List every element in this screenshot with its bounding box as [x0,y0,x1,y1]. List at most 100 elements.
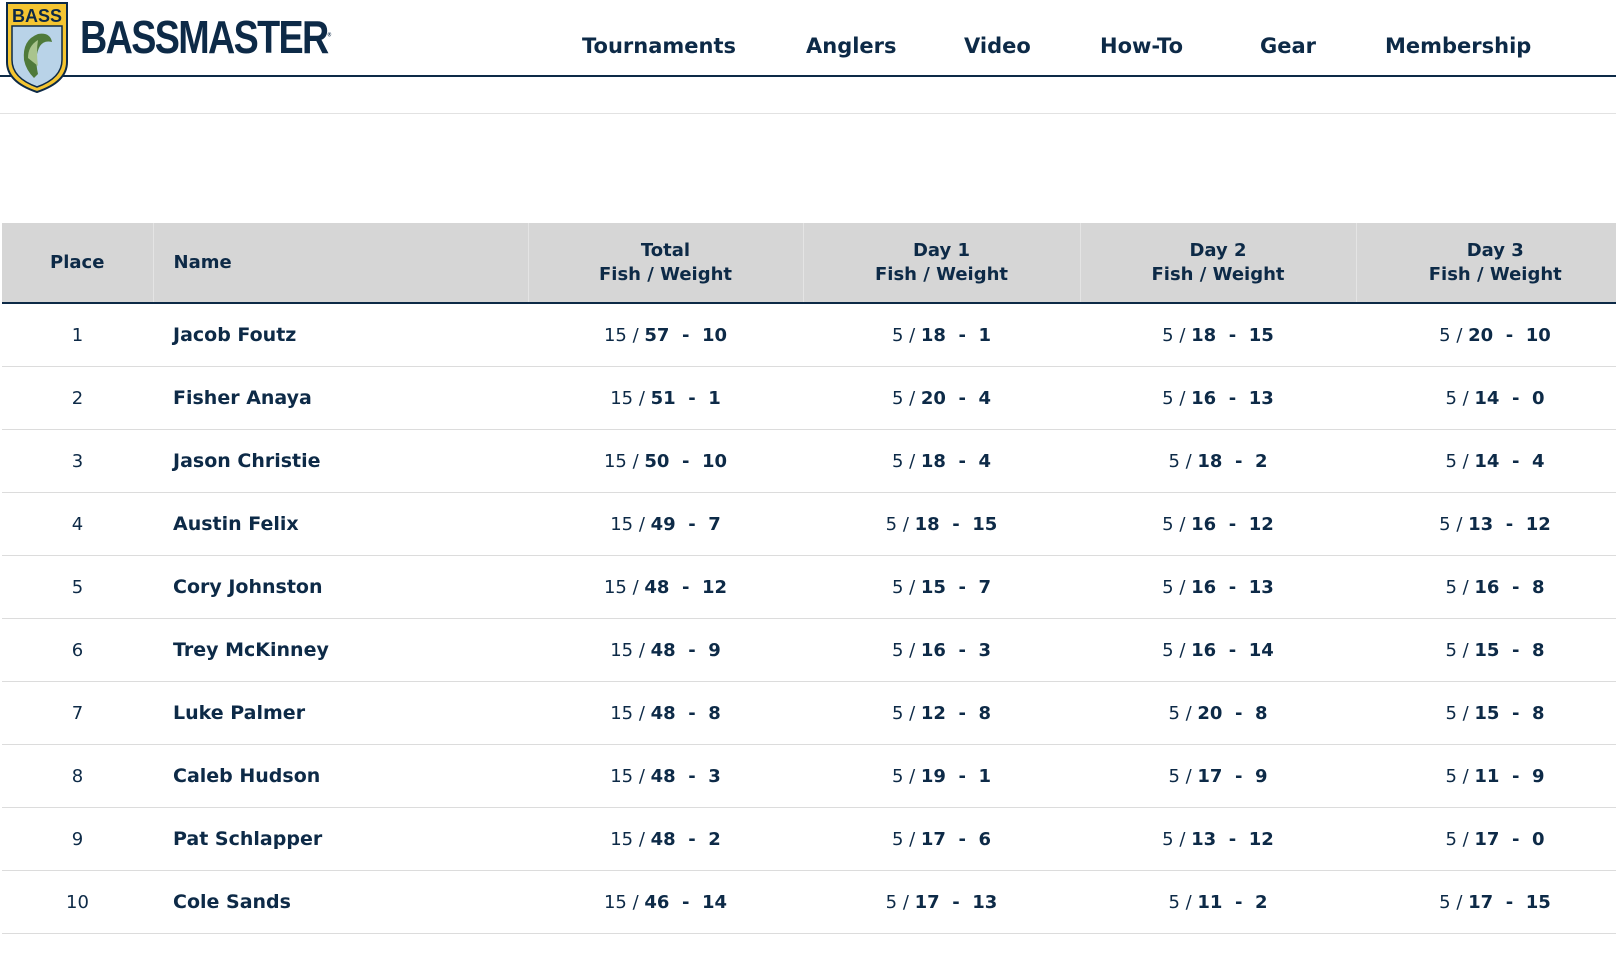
total-cell: 15 / 46 - 14 [528,870,803,934]
col-header-day2[interactable]: Day 2 Fish / Weight [1079,223,1356,304]
angler-name-link[interactable]: Pat Schlapper [153,807,528,871]
fish-count: 5 [891,765,904,787]
weight-lbs: 18 [1191,324,1217,346]
weight-oz: 15 [972,513,998,535]
fish-count: 15 [603,576,627,598]
fish-count: 5 [1168,450,1180,472]
angler-name-link[interactable]: Jacob Foutz [153,303,528,367]
weight-oz: 1 [978,324,992,346]
fish-count: 5 [1162,828,1174,850]
fish-count: 15 [603,450,627,472]
fish-count: 5 [1439,513,1451,535]
fish-count: 5 [1445,639,1457,661]
weight-oz: 10 [701,450,728,472]
day2-cell: 5 / 16 - 12 [1080,492,1356,556]
col-header-day3[interactable]: Day 3 Fish / Weight [1355,223,1616,304]
col-header-name[interactable]: Name [152,223,528,304]
col-header-place[interactable]: Place [2,223,153,304]
weight-oz: 2 [1255,450,1268,472]
fish-count: 5 [1168,702,1180,724]
weight-lbs: 12 [920,702,946,724]
place-cell: 2 [2,366,153,430]
angler-name-link[interactable]: Cory Johnston [153,555,528,619]
nav-video[interactable]: Video [964,34,1031,58]
weight-oz: 8 [978,702,992,724]
weight-oz: 7 [708,513,721,535]
weight-oz: 8 [708,702,721,724]
angler-name-link[interactable]: Cole Sands [153,870,528,934]
weight-lbs: 13 [1468,513,1494,535]
weight-lbs: 16 [1191,576,1217,598]
weight-lbs: 16 [1191,639,1217,661]
fish-count: 5 [1439,891,1451,913]
fish-count: 5 [1445,387,1457,409]
weight-lbs: 18 [920,450,946,472]
fish-count: 15 [610,513,634,535]
weight-oz: 8 [1532,639,1545,661]
fish-count: 5 [1439,324,1451,346]
table-header-row: Place Name Total Fish / Weight Day 1 Fish … [2,223,1616,304]
site-header: BASS BASSMASTER® Tournaments Anglers Vid… [0,0,1616,96]
fish-count: 5 [891,828,904,850]
weight-oz: 9 [1532,765,1545,787]
col-header-subtitle: Fish / Weight [599,263,732,285]
angler-name-link[interactable]: Jason Christie [153,429,528,493]
day2-cell: 5 / 16 - 13 [1080,555,1356,619]
weight-oz: 0 [1532,828,1545,850]
fish-count: 15 [610,387,634,409]
total-cell: 15 / 48 - 3 [528,744,803,808]
fish-count: 15 [603,891,627,913]
weight-lbs: 57 [644,324,670,346]
fish-count: 15 [610,702,634,724]
angler-name-link[interactable]: Fisher Anaya [153,366,528,430]
angler-name-link[interactable]: Trey McKinney [153,618,528,682]
fish-count: 5 [1168,765,1180,787]
weight-lbs: 14 [1474,387,1500,409]
weight-oz: 3 [708,765,721,787]
weight-lbs: 48 [650,828,676,850]
nav-gear[interactable]: Gear [1260,34,1317,58]
weight-lbs: 11 [1474,765,1500,787]
nav-tournaments[interactable]: Tournaments [582,34,737,58]
bass-shield-logo[interactable]: BASS [4,0,70,94]
total-cell: 15 / 48 - 9 [528,618,803,682]
weight-oz: 4 [978,450,992,472]
angler-name-link[interactable]: Austin Felix [153,492,528,556]
total-cell: 15 / 48 - 2 [528,807,803,871]
col-header-subtitle: Fish / Weight [875,263,1008,285]
nav-anglers[interactable]: Anglers [806,34,897,58]
fish-count: 5 [891,450,904,472]
weight-oz: 3 [978,639,992,661]
fish-count: 5 [1445,450,1457,472]
angler-name-link[interactable]: Caleb Hudson [153,744,528,808]
weight-lbs: 13 [1191,828,1217,850]
col-header-subtitle: Fish / Weight [1151,263,1285,285]
nav-membership[interactable]: Membership [1385,34,1532,58]
day2-cell: 5 / 16 - 13 [1080,366,1356,430]
angler-name-link[interactable]: Luke Palmer [153,681,528,745]
fish-count: 5 [891,639,904,661]
col-header-day1[interactable]: Day 1 Fish / Weight [802,223,1080,304]
day2-cell: 5 / 18 - 15 [1080,303,1356,367]
weight-oz: 14 [1248,639,1274,661]
weight-oz: 7 [978,576,992,598]
weight-oz: 14 [701,891,728,913]
nav-how-to[interactable]: How-To [1100,34,1183,58]
weight-oz: 12 [1248,828,1274,850]
col-header-day3-label: Day 3 [1466,239,1524,261]
fish-count: 15 [603,324,627,346]
weight-lbs: 17 [1468,891,1494,913]
bassmaster-wordmark[interactable]: BASSMASTER® [80,11,332,63]
day1-cell: 5 / 16 - 3 [803,618,1080,682]
col-header-total[interactable]: Total Fish / Weight [527,223,803,304]
day2-cell: 5 / 11 - 2 [1080,870,1356,934]
weight-oz: 6 [978,828,992,850]
day1-cell: 5 / 18 - 1 [803,303,1080,367]
place-cell: 4 [2,492,153,556]
